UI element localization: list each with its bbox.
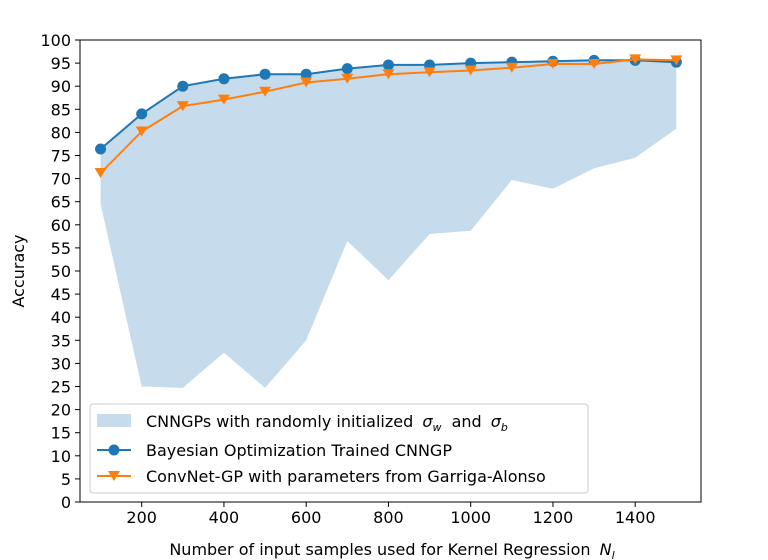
point-convnet [382, 69, 395, 80]
point-bayesian [300, 68, 312, 80]
legend-band-and: and [452, 412, 482, 431]
y-tick-label: 65 [51, 193, 71, 212]
point-convnet [670, 55, 683, 66]
point-bayesian [382, 59, 394, 71]
point-convnet [505, 62, 518, 73]
legend-box [89, 403, 589, 494]
x-tick-label: 400 [209, 508, 240, 527]
point-convnet [217, 94, 230, 105]
y-tick-label: 20 [51, 401, 71, 420]
y-tick-label: 10 [51, 447, 71, 466]
x-axis-label: Number of input samples used for Kernel … [169, 540, 614, 560]
point-convnet [300, 77, 313, 88]
point-bayesian [136, 108, 148, 120]
x-tick-label: 1200 [533, 508, 574, 527]
legend-band-sigma-b: σ [491, 412, 502, 431]
y-tick-label: 60 [51, 216, 71, 235]
legend: CNNGPs with randomly initialized σw and … [89, 403, 589, 494]
x-axis-label-text: Number of input samples used for Kernel … [169, 540, 590, 559]
point-convnet [423, 67, 436, 78]
band-area [100, 59, 677, 388]
y-tick-label: 75 [51, 147, 71, 166]
point-convnet [464, 65, 477, 76]
legend-band-label: CNNGPs with randomly initialized σw and … [146, 412, 508, 435]
x-tick-label: 600 [291, 508, 322, 527]
point-convnet [341, 73, 354, 84]
y-tick-label: 55 [51, 239, 71, 258]
x-axis-label-subscript: l [612, 549, 615, 560]
point-bayesian [218, 73, 230, 85]
point-bayesian [177, 80, 189, 92]
y-tick-label: 70 [51, 170, 71, 189]
x-tick-label: 1400 [615, 508, 656, 527]
y-tick-label: 0 [61, 493, 71, 512]
legend-band-swatch [97, 414, 131, 427]
point-convnet [259, 86, 272, 97]
axis-ticks: 200 400 600 800 1000 1200 1400 0 5 10 15 20 25 30 35 40… [40, 31, 655, 527]
legend-label-convnet: ConvNet-GP with parameters from Garriga-… [146, 467, 546, 486]
x-tick-label: 200 [126, 508, 157, 527]
y-tick-label: 90 [51, 77, 71, 96]
legend-band-sigma-b-sub: b [501, 421, 508, 434]
point-convnet [176, 101, 189, 112]
point-bayesian [95, 143, 107, 155]
y-tick-label: 15 [51, 424, 71, 443]
y-tick-label: 30 [51, 354, 71, 373]
y-tick-label: 100 [40, 31, 71, 50]
point-bayesian [259, 68, 271, 80]
plot-area [94, 54, 683, 388]
y-tick-label: 50 [51, 262, 71, 281]
x-tick-label: 1000 [450, 508, 491, 527]
y-axis-label: Accuracy [9, 234, 28, 307]
point-convnet [546, 59, 559, 70]
point-convnet [629, 54, 642, 65]
point-convnet [94, 168, 107, 179]
legend-marker-convnet [108, 471, 120, 481]
y-tick-label: 85 [51, 100, 71, 119]
point-convnet [588, 59, 601, 70]
y-tick-label: 80 [51, 123, 71, 142]
y-tick-label: 45 [51, 285, 71, 304]
x-tick-label: 800 [373, 508, 404, 527]
y-tick-label: 35 [51, 331, 71, 350]
y-tick-label: 5 [61, 470, 71, 489]
y-tick-label: 25 [51, 378, 71, 397]
legend-marker-bayesian [108, 444, 120, 456]
legend-band-sigma-w: σ [422, 412, 433, 431]
point-convnet [135, 126, 148, 137]
y-tick-label: 95 [51, 54, 71, 73]
y-tick-label: 40 [51, 308, 71, 327]
point-bayesian [341, 63, 353, 75]
x-axis-label-symbol: N [600, 540, 612, 559]
legend-band-sigma-w-sub: w [432, 421, 441, 434]
legend-band-label-text: CNNGPs with randomly initialized [146, 412, 413, 431]
legend-label-bayesian: Bayesian Optimization Trained CNNGP [146, 441, 452, 460]
